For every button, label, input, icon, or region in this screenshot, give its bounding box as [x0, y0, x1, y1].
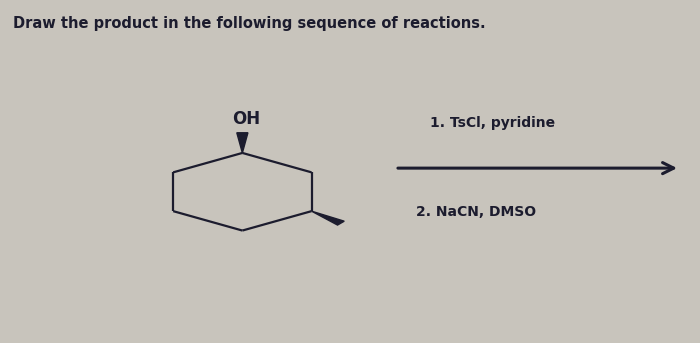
- Polygon shape: [237, 133, 248, 153]
- Text: 1. TsCl, pyridine: 1. TsCl, pyridine: [430, 116, 555, 130]
- Text: OH: OH: [232, 110, 260, 128]
- Text: 2. NaCN, DMSO: 2. NaCN, DMSO: [416, 205, 536, 219]
- Text: Draw the product in the following sequence of reactions.: Draw the product in the following sequen…: [13, 16, 486, 31]
- Polygon shape: [312, 211, 344, 225]
